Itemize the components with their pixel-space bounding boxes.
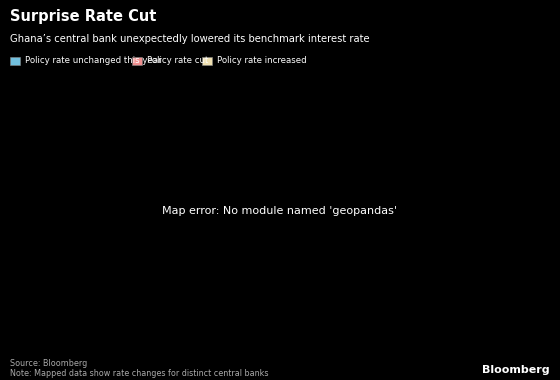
Text: Source: Bloomberg: Source: Bloomberg [10,359,87,368]
Text: Policy rate unchanged this year: Policy rate unchanged this year [25,56,161,65]
Text: Surprise Rate Cut: Surprise Rate Cut [10,10,156,24]
Text: Ghana’s central bank unexpectedly lowered its benchmark interest rate: Ghana’s central bank unexpectedly lowere… [10,34,370,44]
Text: Map error: No module named 'geopandas': Map error: No module named 'geopandas' [162,206,398,216]
Text: Policy rate increased: Policy rate increased [217,56,306,65]
Text: Note: Mapped data show rate changes for distinct central banks: Note: Mapped data show rate changes for … [10,369,269,378]
Text: Policy rate cut: Policy rate cut [147,56,208,65]
Text: Bloomberg: Bloomberg [482,366,550,375]
